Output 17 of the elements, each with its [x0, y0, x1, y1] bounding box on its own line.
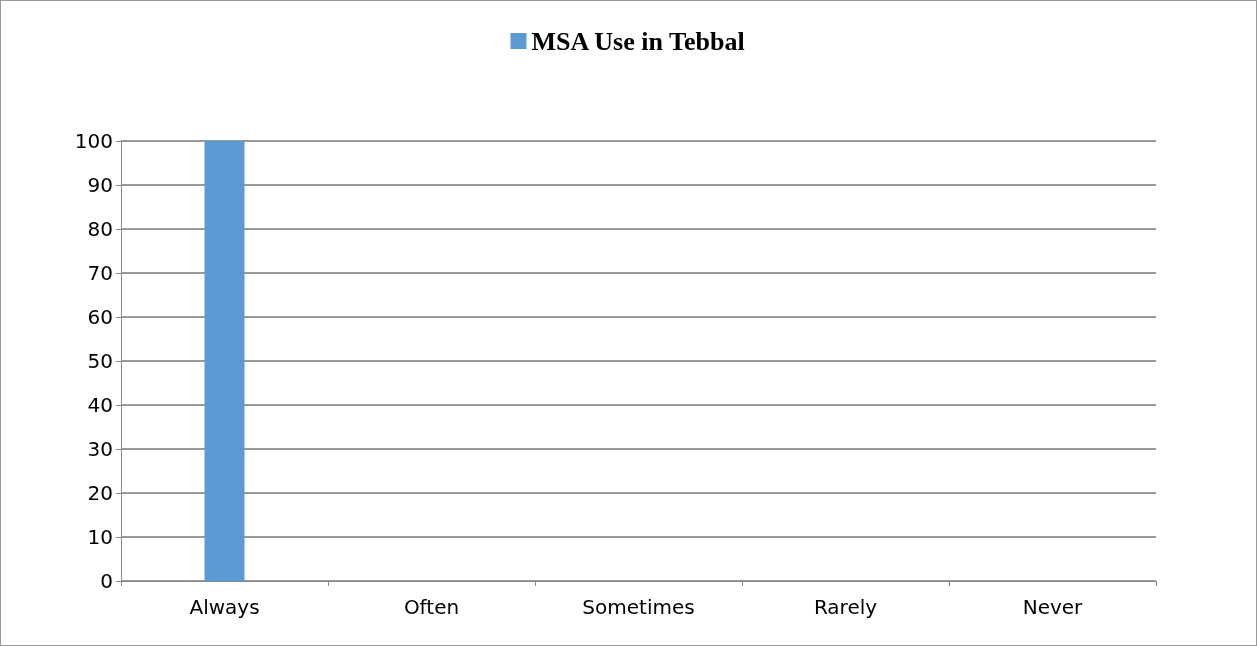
- x-tick-label: Rarely: [813, 595, 878, 619]
- y-tick-label: 60: [87, 305, 113, 329]
- x-tick-label: Never: [1022, 595, 1084, 619]
- y-tick-label: 10: [87, 525, 113, 549]
- x-tick-label: Sometimes: [582, 595, 695, 619]
- x-tick-label: Always: [189, 595, 260, 619]
- y-tick-label: 30: [87, 437, 113, 461]
- legend-label: MSA Use in Tebbal: [531, 26, 745, 56]
- y-tick-label: 100: [74, 129, 113, 153]
- y-tick-label: 20: [87, 481, 113, 505]
- y-tick-label: 70: [87, 261, 113, 285]
- y-tick-label: 0: [100, 569, 113, 593]
- y-tick-label: 80: [87, 217, 113, 241]
- x-tick-label: Often: [403, 595, 460, 619]
- y-tick-label: 50: [87, 349, 113, 373]
- y-tick-label: 90: [87, 173, 113, 197]
- y-tick-label: 40: [87, 393, 113, 417]
